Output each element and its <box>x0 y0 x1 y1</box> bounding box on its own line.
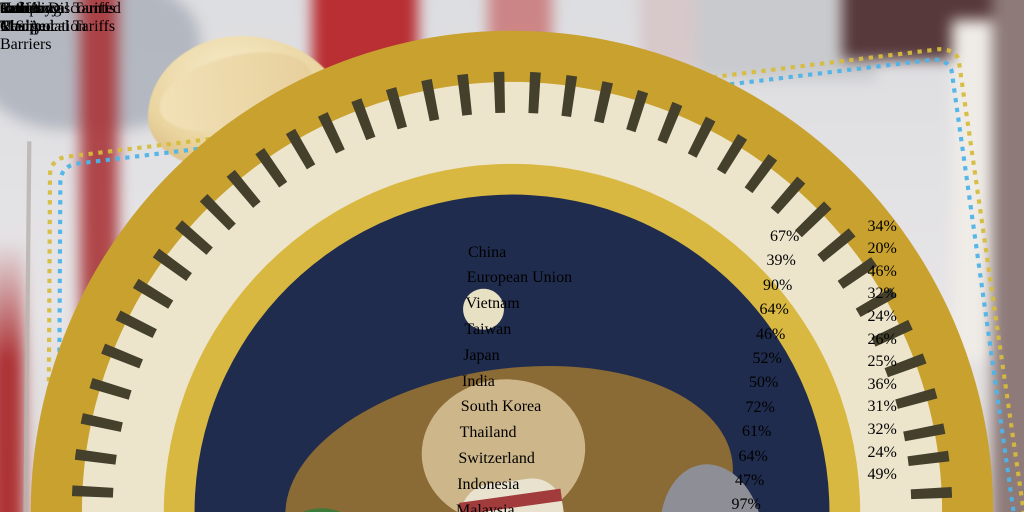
tariff-discounted-box: 26% <box>867 330 897 348</box>
tariff-discounted-box: 31% <box>867 398 897 416</box>
tariff-charged-box: 39% <box>766 252 796 270</box>
country-bar: India <box>462 372 495 390</box>
charged-header-sub2: Currency Manipulation <box>0 0 87 35</box>
tariff-discounted-box: 20% <box>867 240 897 258</box>
flag-red-stripe <box>0 240 24 512</box>
country-bar: Switzerland <box>458 449 535 467</box>
tariff-charged-box: 97% <box>731 496 761 512</box>
tariff-charged-box: 64% <box>759 301 789 319</box>
tariff-discounted-box: 25% <box>867 353 897 371</box>
tariff-charged-box: 50% <box>749 374 779 392</box>
charged-header-sub1: Including <box>0 0 62 17</box>
country-bar: Japan <box>463 346 500 364</box>
tariff-discounted-box: 24% <box>867 443 897 461</box>
tariff-discounted-box: 32% <box>867 285 897 303</box>
tariff-discounted-box: 46% <box>867 262 897 280</box>
tariff-charged-box: 67% <box>770 228 800 245</box>
tariff-discounted-box: 49% <box>867 466 897 484</box>
tariff-charged-box: 61% <box>742 423 772 441</box>
country-bar: Indonesia <box>457 475 520 493</box>
country-bar: Malaysia <box>456 501 515 512</box>
country-bar: Vietnam <box>465 295 520 313</box>
charged-header-sub3: and Trade Barriers <box>0 0 52 53</box>
country-bar: China <box>468 243 507 261</box>
tariff-charged-box: 90% <box>763 276 793 294</box>
country-bar: Taiwan <box>464 320 512 338</box>
tariff-discounted-box: 32% <box>867 420 897 438</box>
tariff-discounted-box: 36% <box>867 375 897 393</box>
column-header-discounted: U.S.A. Discounted Reciprocal Tariffs <box>0 0 121 36</box>
country-bar: South Korea <box>460 398 542 416</box>
country-bar: European Union <box>466 269 573 287</box>
tariff-charged-box: 64% <box>738 447 768 465</box>
tariff-charged-box: 72% <box>745 398 775 416</box>
charged-header-line1: Tariffs Charged <box>0 0 54 35</box>
country-bar: Thailand <box>459 424 517 442</box>
discounted-header-line2: Reciprocal Tariffs <box>0 18 116 35</box>
discounted-header-line1: U.S.A. Discounted <box>0 0 121 17</box>
background-column-shade <box>992 0 1024 512</box>
tariff-charged-box: 52% <box>752 350 782 367</box>
column-header-country: Country <box>0 0 53 17</box>
tariff-charged-box: 47% <box>735 472 765 489</box>
board-title: Reciprocal Tariffs <box>0 0 116 17</box>
charged-header-line2: to the U.S.A. <box>0 0 45 35</box>
tariff-discounted-box: 24% <box>867 307 897 325</box>
tariff-charged-box: 46% <box>756 325 786 343</box>
tariff-discounted-box: 34% <box>867 217 897 235</box>
